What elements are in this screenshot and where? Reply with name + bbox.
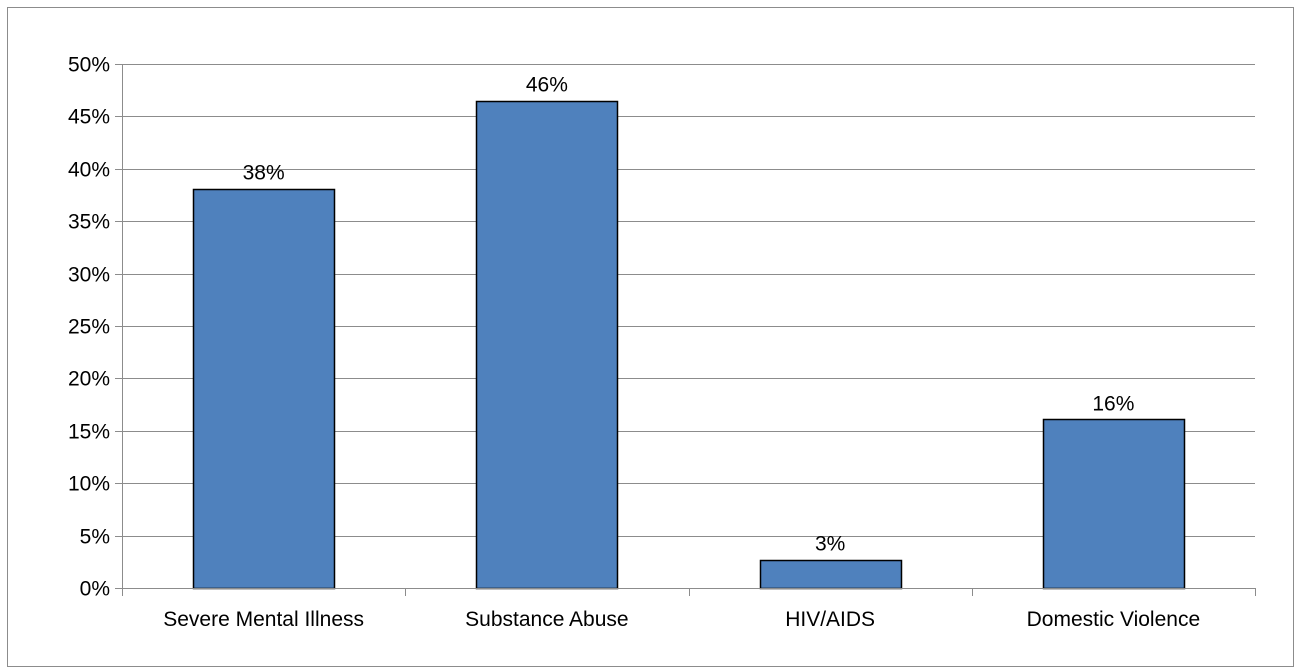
axes <box>115 64 1256 596</box>
data-label: 46% <box>526 74 568 97</box>
y-tick-label: 35% <box>68 211 110 234</box>
y-tick-label: 0% <box>80 578 110 601</box>
bar <box>475 100 619 590</box>
bars <box>192 100 1186 590</box>
category-label: Domestic Violence <box>1027 608 1201 631</box>
bar <box>759 559 903 590</box>
y-tick-label: 20% <box>68 368 110 391</box>
y-tick-label: 5% <box>80 526 110 549</box>
data-label: 16% <box>1092 392 1134 415</box>
data-label: 38% <box>243 162 285 185</box>
bar-chart: 0% 5% 10% 15% 20% 25% 30% 35% 40% 45% 50% 38% Severe… <box>68 54 1256 632</box>
y-tick-label: 40% <box>68 159 110 182</box>
y-tick-label: 10% <box>68 473 110 496</box>
y-tick-label: 15% <box>68 421 110 444</box>
y-tick-label: 30% <box>68 264 110 287</box>
category-label: HIV/AIDS <box>785 608 875 631</box>
category-label: Severe Mental Illness <box>163 608 364 631</box>
y-tick-label: 45% <box>68 106 110 129</box>
bar <box>192 188 336 590</box>
y-tick-label: 25% <box>68 316 110 339</box>
labels: 0% 5% 10% 15% 20% 25% 30% 35% 40% 45% 50% 38% Severe… <box>68 54 1200 632</box>
category-label: Substance Abuse <box>465 608 628 631</box>
y-tick-label: 50% <box>68 54 110 77</box>
bar <box>1042 418 1186 590</box>
data-label: 3% <box>815 533 845 556</box>
